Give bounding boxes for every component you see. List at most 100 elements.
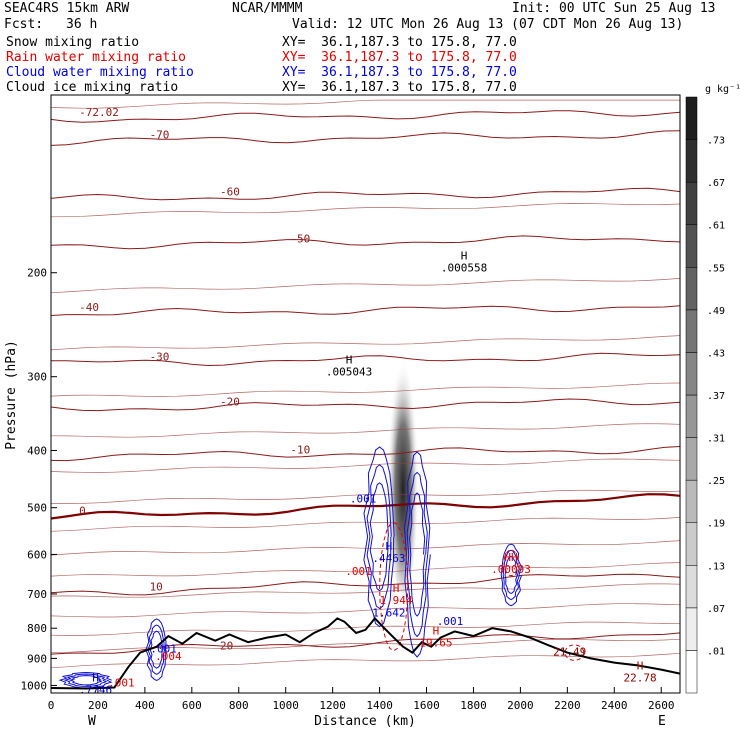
y-tick-label: 1000 bbox=[21, 679, 48, 692]
isotherm-minor bbox=[50, 203, 681, 218]
colorbar-swatch bbox=[685, 267, 698, 311]
contour-annotation: .001 bbox=[350, 493, 377, 506]
x-tick-label: 1800 bbox=[460, 699, 487, 712]
y-tick-label: 900 bbox=[27, 652, 47, 665]
contour-annotation-value: 19.65 bbox=[419, 637, 452, 650]
y-tick-label: 700 bbox=[27, 588, 47, 601]
cloud-water-contour bbox=[406, 471, 429, 638]
isotherm-label: 0 bbox=[79, 504, 86, 517]
contour-annotation: H bbox=[92, 672, 99, 685]
contour-annotation-value: 22.78 bbox=[624, 672, 657, 685]
colorbar-label: .07 bbox=[707, 604, 725, 615]
contour-annotation-value: .00093 bbox=[491, 563, 531, 576]
colorbar-swatch bbox=[685, 479, 698, 523]
contour-annotation: .001 bbox=[108, 677, 135, 690]
cloud-water-contour bbox=[363, 446, 395, 628]
isotherm-minor bbox=[50, 458, 681, 473]
x-tick-label: 600 bbox=[182, 699, 202, 712]
rain-water-contour bbox=[564, 644, 585, 661]
field-xy-cloud-ice: XY= 36.1,187.3 to 175.8, 77.0 bbox=[282, 80, 517, 95]
colorbar-label: .37 bbox=[707, 391, 725, 402]
cloud-water-contour bbox=[502, 549, 520, 601]
y-tick-label: 400 bbox=[27, 444, 47, 457]
isotherm-minor bbox=[50, 278, 681, 294]
cloud-water-contour bbox=[68, 675, 103, 686]
isotherm-minor bbox=[50, 423, 681, 438]
contour-annotation-value: .4463 bbox=[372, 552, 405, 565]
colorbar-label: .73 bbox=[707, 136, 725, 147]
colorbar-swatch bbox=[685, 607, 698, 651]
colorbar: .01 .07 .13 .19 .25 .31 .37 .43 .49 .55 .61 .67 .73 bbox=[685, 96, 725, 694]
isotherm-minor bbox=[50, 382, 681, 397]
field-name-cloud-ice: Cloud ice mixing ratio bbox=[6, 80, 179, 95]
x-tick-label: 400 bbox=[135, 699, 155, 712]
isotherm-minor bbox=[50, 603, 681, 618]
field-xy-rain: XY= 36.1,187.3 to 175.8, 77.0 bbox=[282, 50, 517, 65]
isotherm-line bbox=[51, 352, 681, 367]
x-tick-label: 0 bbox=[48, 699, 55, 712]
isotherm-line bbox=[50, 305, 681, 316]
y-tick-label: 800 bbox=[27, 622, 47, 635]
cloud-water-contour bbox=[409, 492, 426, 617]
colorbar-unit: g kg⁻¹ bbox=[705, 84, 740, 95]
cloud-water-contour bbox=[504, 555, 518, 594]
colorbar-label: .43 bbox=[707, 348, 725, 359]
cloud-water-contour bbox=[366, 464, 392, 610]
colorbar-label: .67 bbox=[707, 178, 725, 189]
rain-water-contour bbox=[503, 549, 519, 577]
isotherm-label: -70 bbox=[150, 128, 170, 141]
colorbar-label: .13 bbox=[707, 561, 725, 572]
plot-frame bbox=[50, 94, 681, 694]
rain-water-contour bbox=[379, 521, 409, 652]
contour-annotation: H bbox=[393, 582, 400, 595]
field-name-rain: Rain water mixing ratio bbox=[6, 50, 187, 65]
contour-annotation: H bbox=[386, 540, 393, 553]
contour-annotation-value: 1.944 bbox=[379, 594, 412, 607]
x-tick-label: 800 bbox=[229, 699, 249, 712]
x-tick-label: 200 bbox=[88, 699, 108, 712]
contour-annotation: .001 bbox=[437, 615, 464, 628]
model-title: SEAC4RS 15km ARW bbox=[4, 1, 130, 16]
isotherm-label: -20 bbox=[220, 396, 240, 409]
isotherm-label: -40 bbox=[79, 301, 99, 314]
isotherm-line bbox=[50, 446, 681, 462]
y-tick-label: 200 bbox=[27, 267, 47, 280]
contour-annotation: H bbox=[346, 354, 353, 367]
y-tick-label: 300 bbox=[27, 371, 47, 384]
contour-annotation: H bbox=[433, 625, 440, 638]
org-label: NCAR/MMMM bbox=[232, 1, 303, 16]
x-axis-title: Distance (km) bbox=[314, 714, 416, 729]
x-tick-label: 1600 bbox=[413, 699, 440, 712]
isotherm-label: 10 bbox=[150, 581, 163, 594]
valid-time: Valid: 12 UTC Mon 26 Aug 13 (07 CDT Mon … bbox=[292, 17, 684, 32]
contour-annotation: 21.49 bbox=[553, 646, 586, 659]
contour-annotation: .001 bbox=[150, 643, 177, 656]
east-label: E bbox=[658, 714, 666, 729]
colorbar-swatch bbox=[685, 650, 698, 694]
contour-annotation: .001 bbox=[345, 565, 372, 578]
contour-annotation: HH bbox=[504, 551, 517, 564]
isotherm-label: -30 bbox=[150, 350, 170, 363]
terrain-line bbox=[50, 616, 681, 690]
isotherm-label: -50 bbox=[290, 232, 310, 245]
colorbar-label: .25 bbox=[707, 476, 725, 487]
isotherm-minor bbox=[50, 335, 681, 351]
colorbar-swatch bbox=[685, 352, 698, 396]
isotherm-line bbox=[50, 110, 681, 123]
colorbar-swatch bbox=[685, 224, 698, 268]
cloud-water-contour bbox=[369, 482, 389, 592]
field-name-snow: Snow mixing ratio bbox=[6, 35, 140, 50]
colorbar-label: .19 bbox=[707, 519, 725, 530]
colorbar-label: .01 bbox=[707, 646, 725, 657]
field-xy-cloud-water: XY= 36.1,187.3 to 175.8, 77.0 bbox=[282, 65, 517, 80]
isotherm-minor bbox=[50, 489, 681, 504]
isotherm-minor bbox=[50, 652, 681, 669]
colorbar-swatch bbox=[685, 522, 698, 566]
x-tick-label: 2000 bbox=[507, 699, 534, 712]
field-name-cloud-water: Cloud water mixing ratio bbox=[6, 65, 194, 80]
x-tick-label: 2600 bbox=[648, 699, 675, 712]
colorbar-swatch bbox=[685, 96, 698, 140]
cloud-water-contour bbox=[58, 671, 113, 689]
colorbar-label: .49 bbox=[707, 306, 725, 317]
field-xy-snow: XY= 36.1,187.3 to 175.8, 77.0 bbox=[282, 35, 517, 50]
